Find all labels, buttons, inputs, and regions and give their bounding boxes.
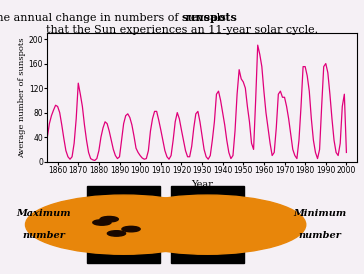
Circle shape — [100, 216, 118, 222]
Text: that the Sun experiences an 11-year solar cycle.: that the Sun experiences an 11-year sola… — [46, 25, 318, 35]
Text: The annual change in numbers of: The annual change in numbers of — [0, 13, 182, 23]
Text: reveals: reveals — [182, 13, 226, 23]
Circle shape — [93, 220, 111, 225]
Circle shape — [107, 231, 126, 236]
Circle shape — [25, 195, 222, 254]
FancyBboxPatch shape — [171, 186, 244, 263]
Text: Maximum: Maximum — [16, 209, 71, 218]
Text: number: number — [299, 231, 342, 240]
Circle shape — [122, 226, 140, 232]
Y-axis label: Average number of sunspots: Average number of sunspots — [18, 37, 26, 158]
Circle shape — [109, 195, 306, 254]
X-axis label: Year: Year — [191, 180, 213, 189]
Text: sunspots: sunspots — [182, 12, 238, 23]
FancyBboxPatch shape — [87, 186, 160, 263]
Text: number: number — [22, 231, 65, 240]
Text: Minimum: Minimum — [294, 209, 347, 218]
